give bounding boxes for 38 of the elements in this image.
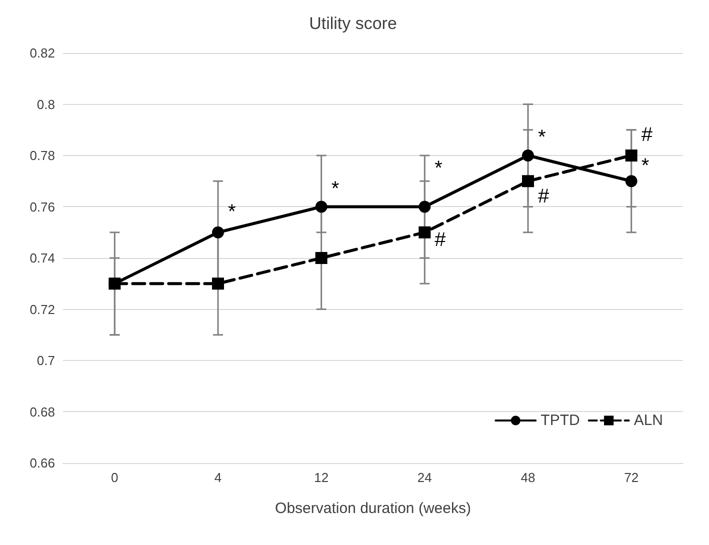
y-tick-label: 0.8 — [36, 96, 55, 112]
y-tick-label: 0.82 — [30, 46, 55, 60]
annotation: * — [538, 126, 546, 149]
x-tick-label: 24 — [417, 470, 432, 485]
y-tick-label: 0.74 — [30, 250, 55, 266]
y-tick-label: 0.7 — [36, 353, 55, 368]
y-tick-label: 0.66 — [30, 456, 55, 470]
x-tick-label: 72 — [624, 470, 639, 485]
point — [625, 175, 638, 188]
x-tick-label: 4 — [214, 470, 222, 485]
y-tick-label: 0.68 — [30, 404, 55, 420]
x-tick-label: 48 — [520, 470, 536, 485]
point — [418, 200, 431, 213]
x-axis-title: Observation duration (weeks) — [275, 500, 471, 517]
annotation: * — [434, 157, 443, 180]
legend-label: TPTD — [540, 412, 580, 429]
legend-label: ALN — [634, 412, 664, 429]
point — [315, 252, 328, 264]
annotation: # — [641, 124, 654, 146]
point — [212, 278, 224, 290]
point — [108, 278, 121, 290]
annotation: * — [641, 154, 650, 177]
y-tick-label: 0.76 — [30, 199, 55, 214]
annotation: # — [434, 229, 447, 252]
y-tick-label: 0.78 — [30, 148, 55, 163]
point — [315, 200, 328, 213]
annotation: * — [331, 178, 340, 200]
chart-title: Utility score — [309, 14, 397, 33]
x-tick-label: 0 — [111, 470, 118, 485]
x-tick-label: 12 — [314, 470, 329, 485]
point — [522, 175, 534, 188]
annotation: * — [228, 200, 236, 223]
point — [522, 150, 534, 162]
point — [418, 226, 431, 238]
point — [212, 226, 224, 238]
annotation: # — [538, 186, 550, 208]
point — [625, 150, 638, 162]
y-tick-label: 0.72 — [30, 302, 55, 317]
